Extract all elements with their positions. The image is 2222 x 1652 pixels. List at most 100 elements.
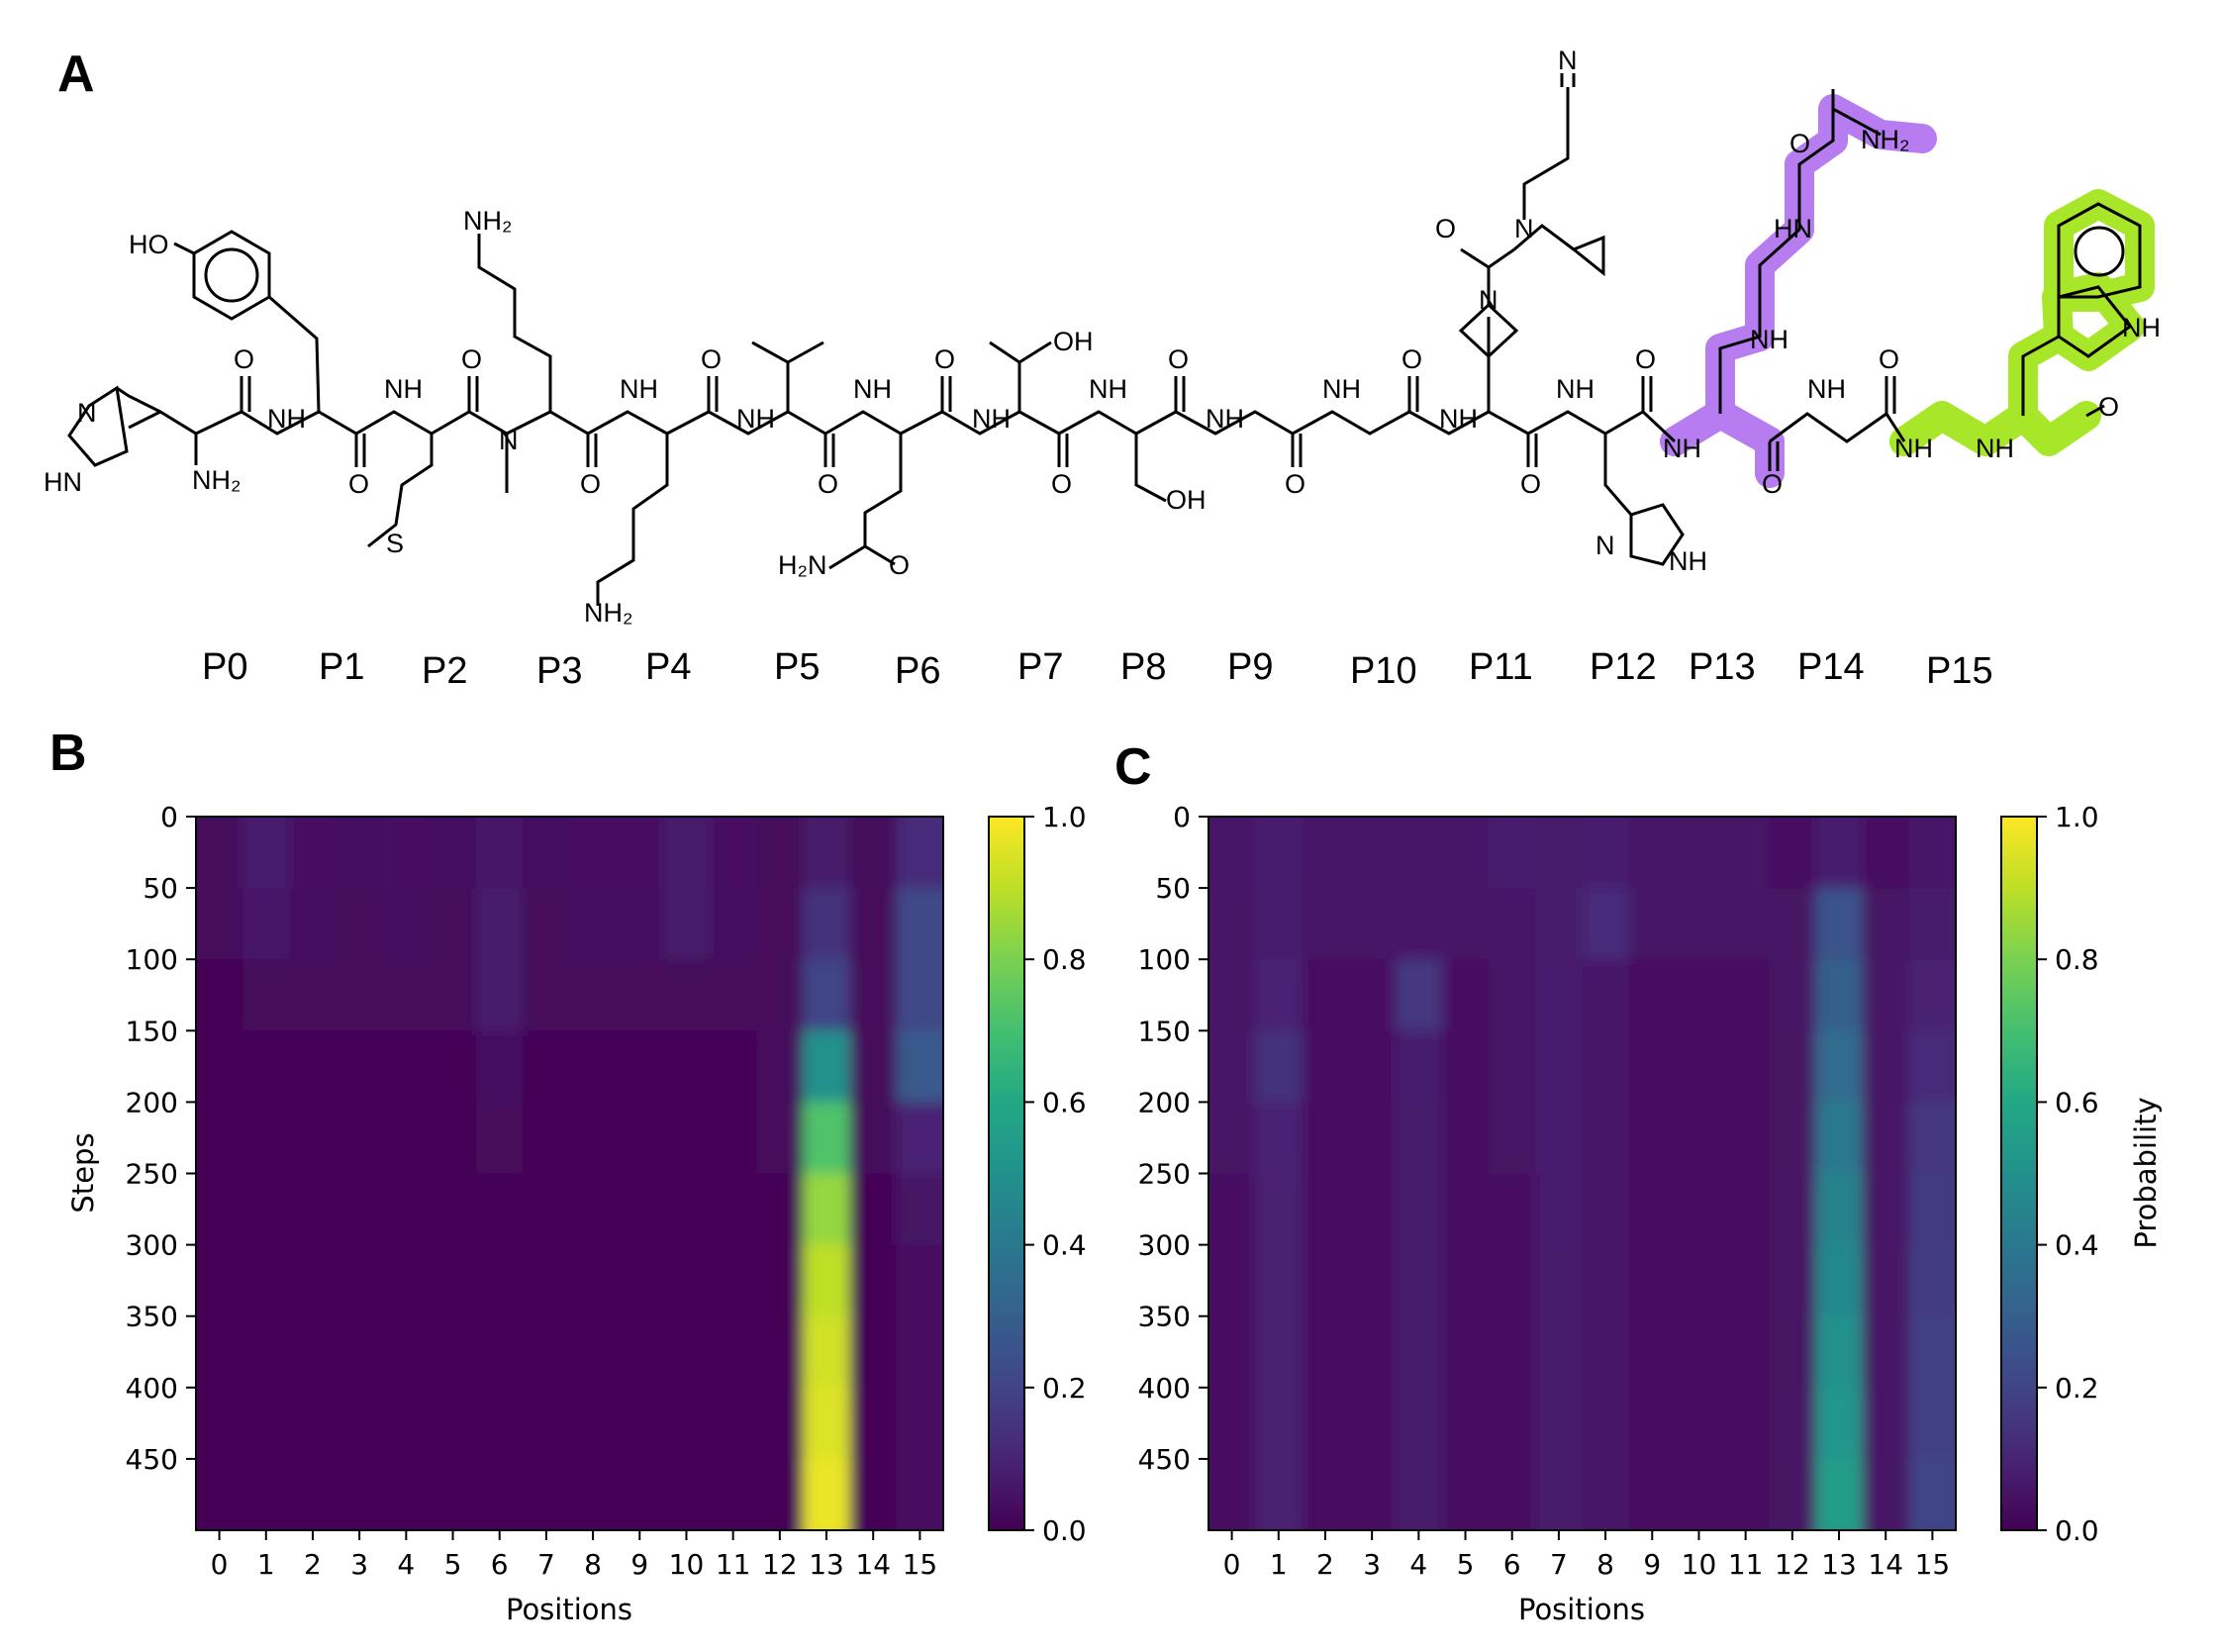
heatmap-cell <box>242 1387 291 1460</box>
heatmap-cell <box>803 1244 851 1317</box>
heatmap-cell <box>1208 817 1257 890</box>
heatmap-cell <box>1769 1244 1817 1317</box>
heatmap-cell <box>1348 1173 1397 1246</box>
x-tick-label: 14 <box>1868 1548 1903 1581</box>
heatmap-cell <box>616 888 664 961</box>
heatmap-cell <box>569 1102 618 1175</box>
heatmap-cell <box>1815 1030 1864 1104</box>
atom-label: O <box>934 344 955 374</box>
heatmap-cell <box>849 1173 898 1246</box>
atom-label: O <box>1051 469 1072 499</box>
atom-label: NH <box>1669 546 1707 576</box>
heatmap-cell <box>710 1102 758 1175</box>
heatmap-cell <box>196 1315 244 1389</box>
heatmap-cell <box>616 959 664 1032</box>
heatmap-cell <box>1302 1173 1350 1246</box>
x-tick-label: 9 <box>630 1548 648 1581</box>
heatmap-cell <box>336 959 384 1032</box>
heatmap-cell <box>1489 1387 1537 1460</box>
heatmap-cell <box>803 959 851 1032</box>
heatmap-cell <box>336 1102 384 1175</box>
heatmap-cell <box>1675 1173 1724 1246</box>
heatmap-cell <box>1441 1244 1491 1317</box>
atom-label: O <box>1635 344 1656 374</box>
heatmap-cell <box>1395 1244 1443 1317</box>
heatmap-cell <box>196 959 244 1032</box>
colorbar-c-gradient <box>2000 816 2038 1531</box>
heatmap-cell <box>1441 1458 1491 1530</box>
heatmap-cell <box>616 1102 664 1175</box>
side-chains <box>67 73 2142 606</box>
heatmap-cell <box>242 1458 291 1530</box>
heatmap-cell <box>616 1244 664 1317</box>
atom-label: NH <box>736 404 775 434</box>
heatmap-cell <box>1582 959 1630 1032</box>
residue-label: P2 <box>422 650 467 692</box>
atom-label: O <box>2098 392 2119 422</box>
x-tick-label: 11 <box>1728 1548 1764 1581</box>
x-tick-label: 11 <box>716 1548 751 1581</box>
residue-label: P10 <box>1350 650 1417 692</box>
heatmap-cell <box>1815 1387 1864 1460</box>
heatmap-cell <box>1348 1030 1397 1104</box>
heatmap-cell <box>1675 1030 1724 1104</box>
heatmap-cell <box>710 817 758 890</box>
heatmap-cell <box>756 959 805 1032</box>
atom-label: NH <box>1556 374 1594 404</box>
heatmap-cell <box>1255 1102 1304 1175</box>
atom-label: O <box>818 469 838 499</box>
heatmap-cell <box>1208 1458 1257 1530</box>
heatmap-cell <box>662 817 712 890</box>
heatmap-cell <box>523 888 571 961</box>
heatmap-cell <box>1489 1315 1537 1389</box>
heatmap-cell <box>429 888 478 961</box>
heatmap-cell <box>569 1387 618 1460</box>
heatmap-cell <box>382 959 431 1032</box>
atom-label: N <box>1595 531 1615 560</box>
heatmap-cell <box>569 1244 618 1317</box>
atom-label: NH <box>1663 434 1701 463</box>
heatmap-cell <box>896 959 943 1032</box>
heatmap-cell <box>336 1315 384 1389</box>
heatmap-cell <box>429 817 478 890</box>
heatmap-cell <box>1489 888 1537 961</box>
x-tick-label: 8 <box>584 1548 602 1581</box>
atom-label: HN <box>1774 214 1812 243</box>
heatmap-cell <box>849 1387 898 1460</box>
heatmap-cell <box>1582 888 1630 961</box>
heatmap-cell <box>1862 817 1910 890</box>
atom-label: O <box>889 550 910 580</box>
heatmap-cell <box>336 1030 384 1104</box>
heatmap-cell <box>1302 1102 1350 1175</box>
heatmap-cell <box>1255 817 1304 890</box>
x-tick-label: 5 <box>444 1548 462 1581</box>
atom-label: NH <box>384 374 423 404</box>
atom-label: N <box>499 426 519 455</box>
heatmap-cell <box>1535 1244 1584 1317</box>
heatmap-cell <box>1489 1030 1537 1104</box>
heatmap-cell <box>569 1458 618 1530</box>
atom-label: NH <box>1322 374 1361 404</box>
heatmap-cell <box>1302 888 1350 961</box>
heatmap-cell <box>382 1315 431 1389</box>
atom-label: NH <box>1089 374 1127 404</box>
heatmap-cell <box>756 1315 805 1389</box>
heatmap-cell <box>1302 1458 1350 1530</box>
x-tick-label: 1 <box>1270 1548 1288 1581</box>
heatmap-cell <box>1908 888 1956 961</box>
x-tick-label: 10 <box>1682 1548 1717 1581</box>
panel-letter-c: C <box>1114 738 1152 796</box>
heatmap-b-xlabel: Positions <box>506 1593 632 1626</box>
y-tick-label: 200 <box>126 1086 178 1118</box>
residue-label: P3 <box>536 650 582 692</box>
heatmap-cell <box>1908 1030 1956 1104</box>
colorbar-tick-label: 0.8 <box>2055 943 2099 976</box>
heatmap-cell <box>1489 1458 1537 1530</box>
heatmap-cell <box>382 888 431 961</box>
heatmap-cell <box>476 1458 525 1530</box>
heatmap-cell <box>1908 1387 1956 1460</box>
atom-label: HN <box>44 467 82 497</box>
atom-label: NH <box>1894 434 1933 463</box>
heatmap-cell <box>1628 1173 1677 1246</box>
heatmap-cell <box>523 1030 571 1104</box>
